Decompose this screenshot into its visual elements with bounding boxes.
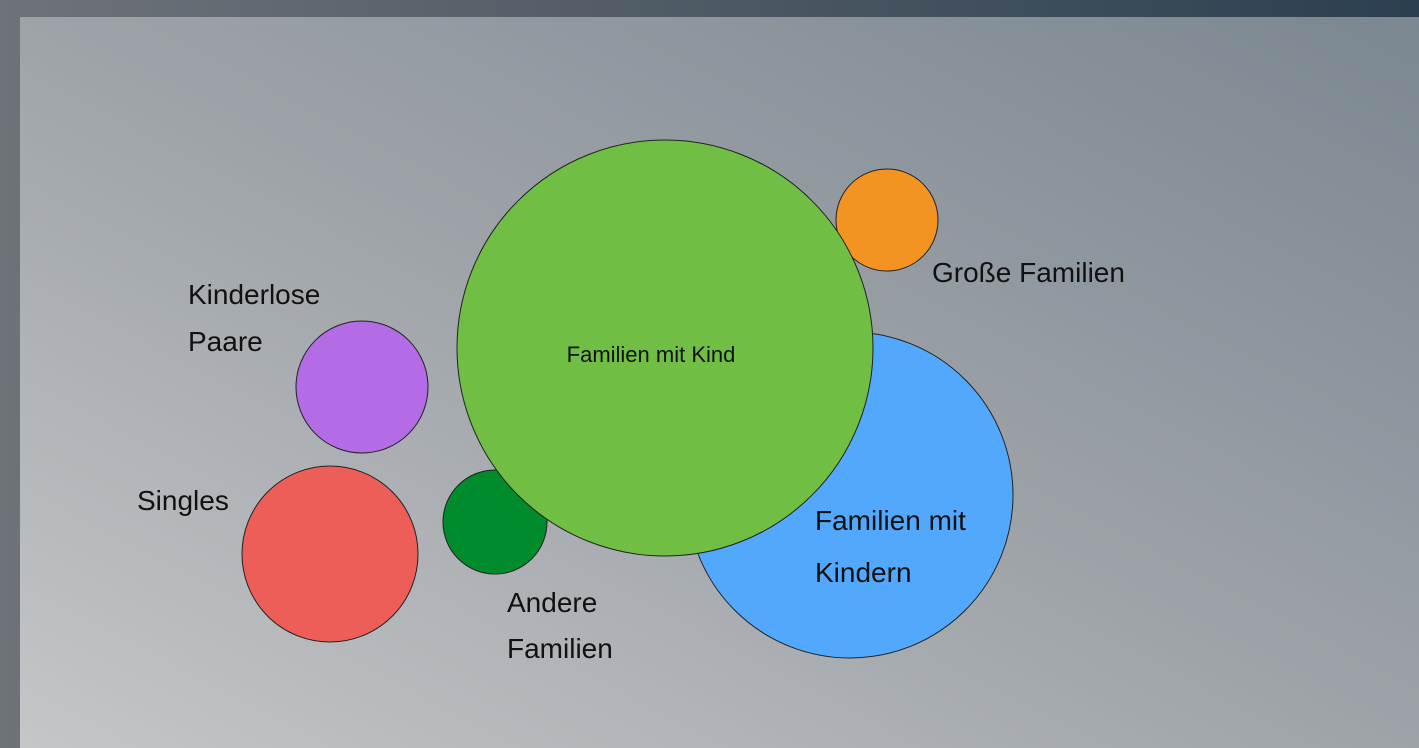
label: Familien mit — [815, 505, 966, 536]
label: Familien — [507, 633, 613, 664]
circle-green — [456, 139, 874, 557]
label: Kindern — [815, 557, 912, 588]
label: Paare — [188, 326, 263, 357]
label: Andere — [507, 587, 597, 618]
label: Große Familien — [932, 257, 1125, 288]
label: Familien mit Kind — [567, 342, 736, 367]
circle-red — [241, 465, 419, 643]
label: Singles — [137, 485, 229, 516]
circle-orange — [835, 168, 939, 272]
circle-purple — [295, 320, 429, 454]
label: Kinderlose — [188, 279, 320, 310]
